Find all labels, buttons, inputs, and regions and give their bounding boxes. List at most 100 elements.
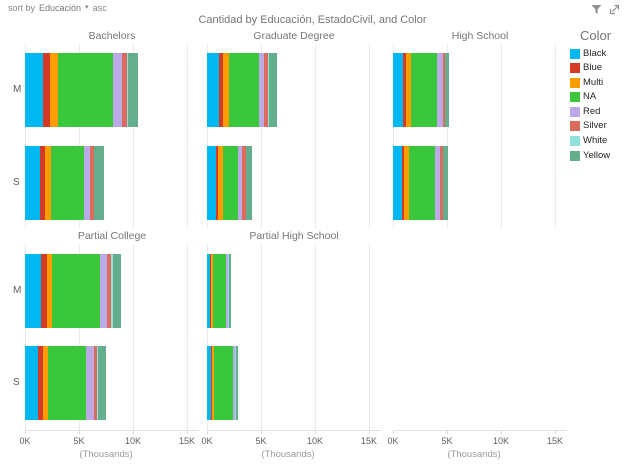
bar-segment-blue[interactable] xyxy=(401,146,405,220)
legend-item-multi[interactable]: Multi xyxy=(570,77,625,88)
legend-item-white[interactable]: White xyxy=(570,136,625,147)
bar-segment-silver[interactable] xyxy=(440,146,444,220)
bar-segment-yellow[interactable] xyxy=(235,346,238,420)
bar-segment-blue[interactable] xyxy=(40,254,47,328)
bar-segment-multi[interactable] xyxy=(218,146,224,220)
bar-segment-silver[interactable] xyxy=(121,53,128,127)
focus-mode-icon[interactable] xyxy=(609,4,620,15)
bar-segment-na[interactable] xyxy=(228,53,260,127)
bar-segment-blue[interactable] xyxy=(403,53,407,127)
bar-segment-multi[interactable] xyxy=(404,146,409,220)
bar-segment-yellow[interactable] xyxy=(443,146,449,220)
bar-segment-yellow[interactable] xyxy=(444,53,450,127)
legend-item-na[interactable]: NA xyxy=(570,92,625,103)
bar-segment-white[interactable] xyxy=(111,254,113,328)
bar-partial-college-m[interactable] xyxy=(25,254,122,328)
bar-segment-red[interactable] xyxy=(434,146,441,220)
bar-segment-white[interactable] xyxy=(97,346,99,420)
bar-segment-red[interactable] xyxy=(99,254,107,328)
bar-segment-red[interactable] xyxy=(112,53,122,127)
bar-segment-yellow[interactable] xyxy=(228,254,231,328)
bar-segment-silver[interactable] xyxy=(242,146,246,220)
legend-swatch-icon xyxy=(570,121,580,132)
sort-by-control[interactable]: sort by Educación ▾ asc xyxy=(8,3,107,13)
bar-segment-blue[interactable] xyxy=(39,146,45,220)
bar-segment-na[interactable] xyxy=(408,146,435,220)
bar-segment-multi[interactable] xyxy=(44,146,51,220)
bar-segment-blue[interactable] xyxy=(209,254,211,328)
bar-partial-college-s[interactable] xyxy=(25,346,107,420)
sort-direction[interactable]: asc xyxy=(92,3,107,13)
bar-segment-black[interactable] xyxy=(25,346,38,420)
legend-item-black[interactable]: Black xyxy=(570,48,625,59)
bar-segment-silver[interactable] xyxy=(234,346,236,420)
bar-segment-red[interactable] xyxy=(238,146,243,220)
bar-segment-silver[interactable] xyxy=(90,146,94,220)
bar-high-school-m[interactable] xyxy=(393,53,450,127)
bar-segment-red[interactable] xyxy=(86,346,95,420)
bar-segment-black[interactable] xyxy=(207,254,210,328)
bar-segment-na[interactable] xyxy=(214,346,233,420)
bar-segment-na[interactable] xyxy=(47,346,87,420)
legend-item-silver[interactable]: Silver xyxy=(570,121,625,132)
bar-segment-black[interactable] xyxy=(207,346,212,420)
bar-partial-high-school-m[interactable] xyxy=(207,254,231,328)
bar-segment-black[interactable] xyxy=(25,254,41,328)
gridline xyxy=(207,44,208,228)
bar-segment-black[interactable] xyxy=(393,146,402,220)
bar-segment-multi[interactable] xyxy=(406,53,411,127)
bar-segment-multi[interactable] xyxy=(222,53,229,127)
bar-segment-multi[interactable] xyxy=(42,346,48,420)
bar-segment-red[interactable] xyxy=(232,346,235,420)
bar-segment-silver[interactable] xyxy=(264,53,269,127)
bar-segment-na[interactable] xyxy=(212,254,226,328)
bar-segment-red[interactable] xyxy=(436,53,443,127)
bar-segment-blue[interactable] xyxy=(211,346,213,420)
bar-segment-silver[interactable] xyxy=(442,53,445,127)
bar-segment-silver[interactable] xyxy=(227,254,229,328)
bar-segment-yellow[interactable] xyxy=(98,346,107,420)
bar-partial-high-school-s[interactable] xyxy=(207,346,238,420)
bar-segment-blue[interactable] xyxy=(215,146,219,220)
bar-segment-blue[interactable] xyxy=(37,346,43,420)
legend-item-red[interactable]: Red xyxy=(570,106,625,117)
bar-segment-black[interactable] xyxy=(207,146,216,220)
bar-segment-black[interactable] xyxy=(207,53,219,127)
chevron-down-icon[interactable]: ▾ xyxy=(85,4,89,11)
legend-item-blue[interactable]: Blue xyxy=(570,63,625,74)
bar-bachelors-m[interactable] xyxy=(25,53,138,127)
filter-icon[interactable] xyxy=(591,4,602,15)
bar-segment-silver[interactable] xyxy=(106,254,112,328)
bar-segment-red[interactable] xyxy=(84,146,91,220)
bar-segment-multi[interactable] xyxy=(50,53,58,127)
bar-segment-na[interactable] xyxy=(52,254,100,328)
bar-segment-blue[interactable] xyxy=(43,53,51,127)
bar-segment-na[interactable] xyxy=(411,53,437,127)
bar-segment-yellow[interactable] xyxy=(268,53,277,127)
bar-segment-multi[interactable] xyxy=(46,254,53,328)
bar-segment-blue[interactable] xyxy=(218,53,223,127)
legend-item-yellow[interactable]: Yellow xyxy=(570,150,625,161)
bar-segment-black[interactable] xyxy=(25,146,40,220)
bar-graduate-degree-m[interactable] xyxy=(207,53,277,127)
bar-segment-black[interactable] xyxy=(393,53,404,127)
bar-segment-black[interactable] xyxy=(25,53,44,127)
bar-segment-yellow[interactable] xyxy=(245,146,253,220)
bar-graduate-degree-s[interactable] xyxy=(207,146,253,220)
bar-segment-white[interactable] xyxy=(127,53,128,127)
bar-segment-multi[interactable] xyxy=(210,254,213,328)
bar-high-school-s[interactable] xyxy=(393,146,449,220)
bar-segment-na[interactable] xyxy=(50,146,85,220)
bar-segment-yellow[interactable] xyxy=(127,53,138,127)
bar-segment-red[interactable] xyxy=(259,53,265,127)
bar-segment-yellow[interactable] xyxy=(112,254,122,328)
bar-segment-na[interactable] xyxy=(223,146,239,220)
bar-segment-silver[interactable] xyxy=(94,346,98,420)
bar-segment-multi[interactable] xyxy=(212,346,214,420)
sort-field[interactable]: Educación xyxy=(39,3,82,13)
bar-segment-yellow[interactable] xyxy=(94,146,105,220)
bar-segment-na[interactable] xyxy=(57,53,113,127)
bar-segment-red[interactable] xyxy=(225,254,228,328)
bar-segment-white[interactable] xyxy=(93,146,95,220)
bar-bachelors-s[interactable] xyxy=(25,146,105,220)
